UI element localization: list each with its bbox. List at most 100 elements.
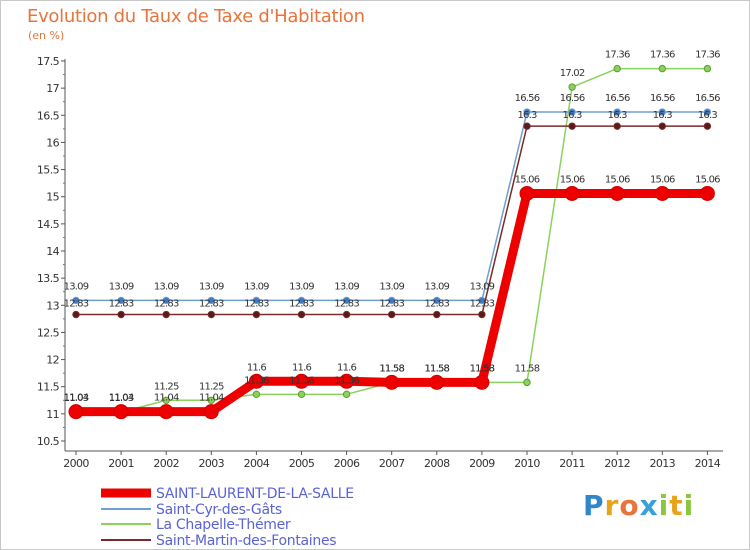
data-label: 16.3 xyxy=(608,110,628,121)
data-label: 13.09 xyxy=(64,281,89,292)
data-point xyxy=(72,296,80,305)
x-tick-label: 2002 xyxy=(153,457,179,470)
data-label: 12.83 xyxy=(289,299,314,310)
data-label: 11.58 xyxy=(379,363,404,374)
data-point xyxy=(433,296,441,305)
data-label: 16.3 xyxy=(563,110,583,121)
x-tick-label: 2010 xyxy=(514,457,540,470)
data-label: 13.09 xyxy=(379,281,404,292)
data-label: 17.36 xyxy=(605,50,630,61)
logo-letter: x xyxy=(639,489,659,522)
data-point xyxy=(117,310,125,319)
series-line xyxy=(76,111,708,302)
y-tick-label: 15.5 xyxy=(37,164,60,177)
data-point xyxy=(388,296,396,305)
y-tick-label: 11 xyxy=(46,408,59,421)
legend-label: Saint-Cyr-des-Gâts xyxy=(156,502,282,518)
data-point xyxy=(564,185,580,201)
data-point xyxy=(252,390,261,399)
data-point xyxy=(162,396,170,404)
y-tick-label: 12.5 xyxy=(37,326,60,339)
data-point xyxy=(297,390,306,399)
data-point xyxy=(613,108,621,116)
data-label: 15.06 xyxy=(560,174,585,185)
data-point xyxy=(478,310,486,319)
data-label: 13.09 xyxy=(244,281,269,292)
data-point xyxy=(297,310,306,319)
y-tick-label: 13 xyxy=(46,299,59,312)
data-point xyxy=(342,310,351,319)
x-tick-label: 2007 xyxy=(379,457,405,470)
data-label: 11.58 xyxy=(470,363,495,374)
y-tick-label: 14 xyxy=(46,245,59,258)
data-label: 11.04 xyxy=(109,393,134,404)
data-label: 13.09 xyxy=(289,281,314,292)
x-tick-label: 2011 xyxy=(559,457,585,470)
x-tick-label: 2012 xyxy=(604,457,630,470)
data-point xyxy=(703,64,712,73)
data-label: 11.58 xyxy=(515,363,540,374)
x-tick-label: 2013 xyxy=(649,457,675,470)
data-label: 13.09 xyxy=(154,281,179,292)
data-point xyxy=(207,396,216,404)
data-point xyxy=(207,296,216,305)
data-point xyxy=(699,185,715,201)
y-tick-label: 10.5 xyxy=(37,435,60,448)
data-point xyxy=(613,64,621,73)
data-label: 16.56 xyxy=(650,93,675,104)
logo-letter: i xyxy=(683,489,695,522)
data-label: 16.56 xyxy=(560,93,585,104)
data-label: 11.03 xyxy=(109,393,134,404)
data-label: 11.04 xyxy=(154,393,179,404)
data-label: 12.83 xyxy=(470,299,495,310)
y-tick-label: 11.5 xyxy=(37,381,60,394)
logo-letter: P xyxy=(583,489,605,522)
data-point xyxy=(433,310,441,319)
x-tick-label: 2005 xyxy=(289,457,315,470)
logo-letter: t xyxy=(669,489,684,522)
y-tick-label: 15 xyxy=(46,191,59,204)
data-point xyxy=(72,310,80,319)
data-point xyxy=(342,390,351,399)
data-label: 16.56 xyxy=(515,93,540,104)
x-tick-label: 2000 xyxy=(63,457,89,470)
data-label: 12.83 xyxy=(154,299,179,310)
data-label: 12.83 xyxy=(244,299,269,310)
y-tick-label: 16 xyxy=(46,136,59,149)
data-point xyxy=(388,310,396,319)
data-label: 11.36 xyxy=(334,375,359,386)
legend-label: Saint-Martin-des-Fontaines xyxy=(156,533,336,549)
data-label: 11.6 xyxy=(292,362,312,373)
data-label: 11.6 xyxy=(337,362,357,373)
data-point xyxy=(609,185,625,201)
chart-title: Evolution du Taux de Taxe d'Habitation xyxy=(27,6,365,27)
data-point xyxy=(654,185,670,201)
data-point xyxy=(703,108,712,116)
data-point xyxy=(117,296,125,305)
logo-letter: o xyxy=(619,489,640,522)
data-label: 12.83 xyxy=(424,299,449,310)
data-label: 12.83 xyxy=(379,299,404,310)
data-label: 17.36 xyxy=(650,50,675,61)
data-point xyxy=(568,83,576,91)
data-point xyxy=(342,296,351,305)
data-label: 11.58 xyxy=(470,363,495,374)
data-point xyxy=(68,404,84,420)
data-point xyxy=(568,122,576,130)
y-tick-label: 12 xyxy=(46,354,59,367)
y-tick-label: 13.5 xyxy=(37,272,60,285)
data-label: 17.36 xyxy=(695,50,720,61)
data-label: 12.83 xyxy=(64,299,89,310)
data-point xyxy=(658,108,666,116)
data-label: 12.83 xyxy=(334,299,359,310)
data-label: 13.09 xyxy=(470,281,495,292)
x-tick-label: 2009 xyxy=(469,457,495,470)
data-point xyxy=(519,185,535,201)
data-label: 16.3 xyxy=(698,110,718,121)
x-tick-label: 2003 xyxy=(198,457,224,470)
data-point xyxy=(339,373,355,389)
data-label: 16.3 xyxy=(517,110,537,121)
data-point xyxy=(523,122,531,130)
data-point xyxy=(474,374,490,390)
